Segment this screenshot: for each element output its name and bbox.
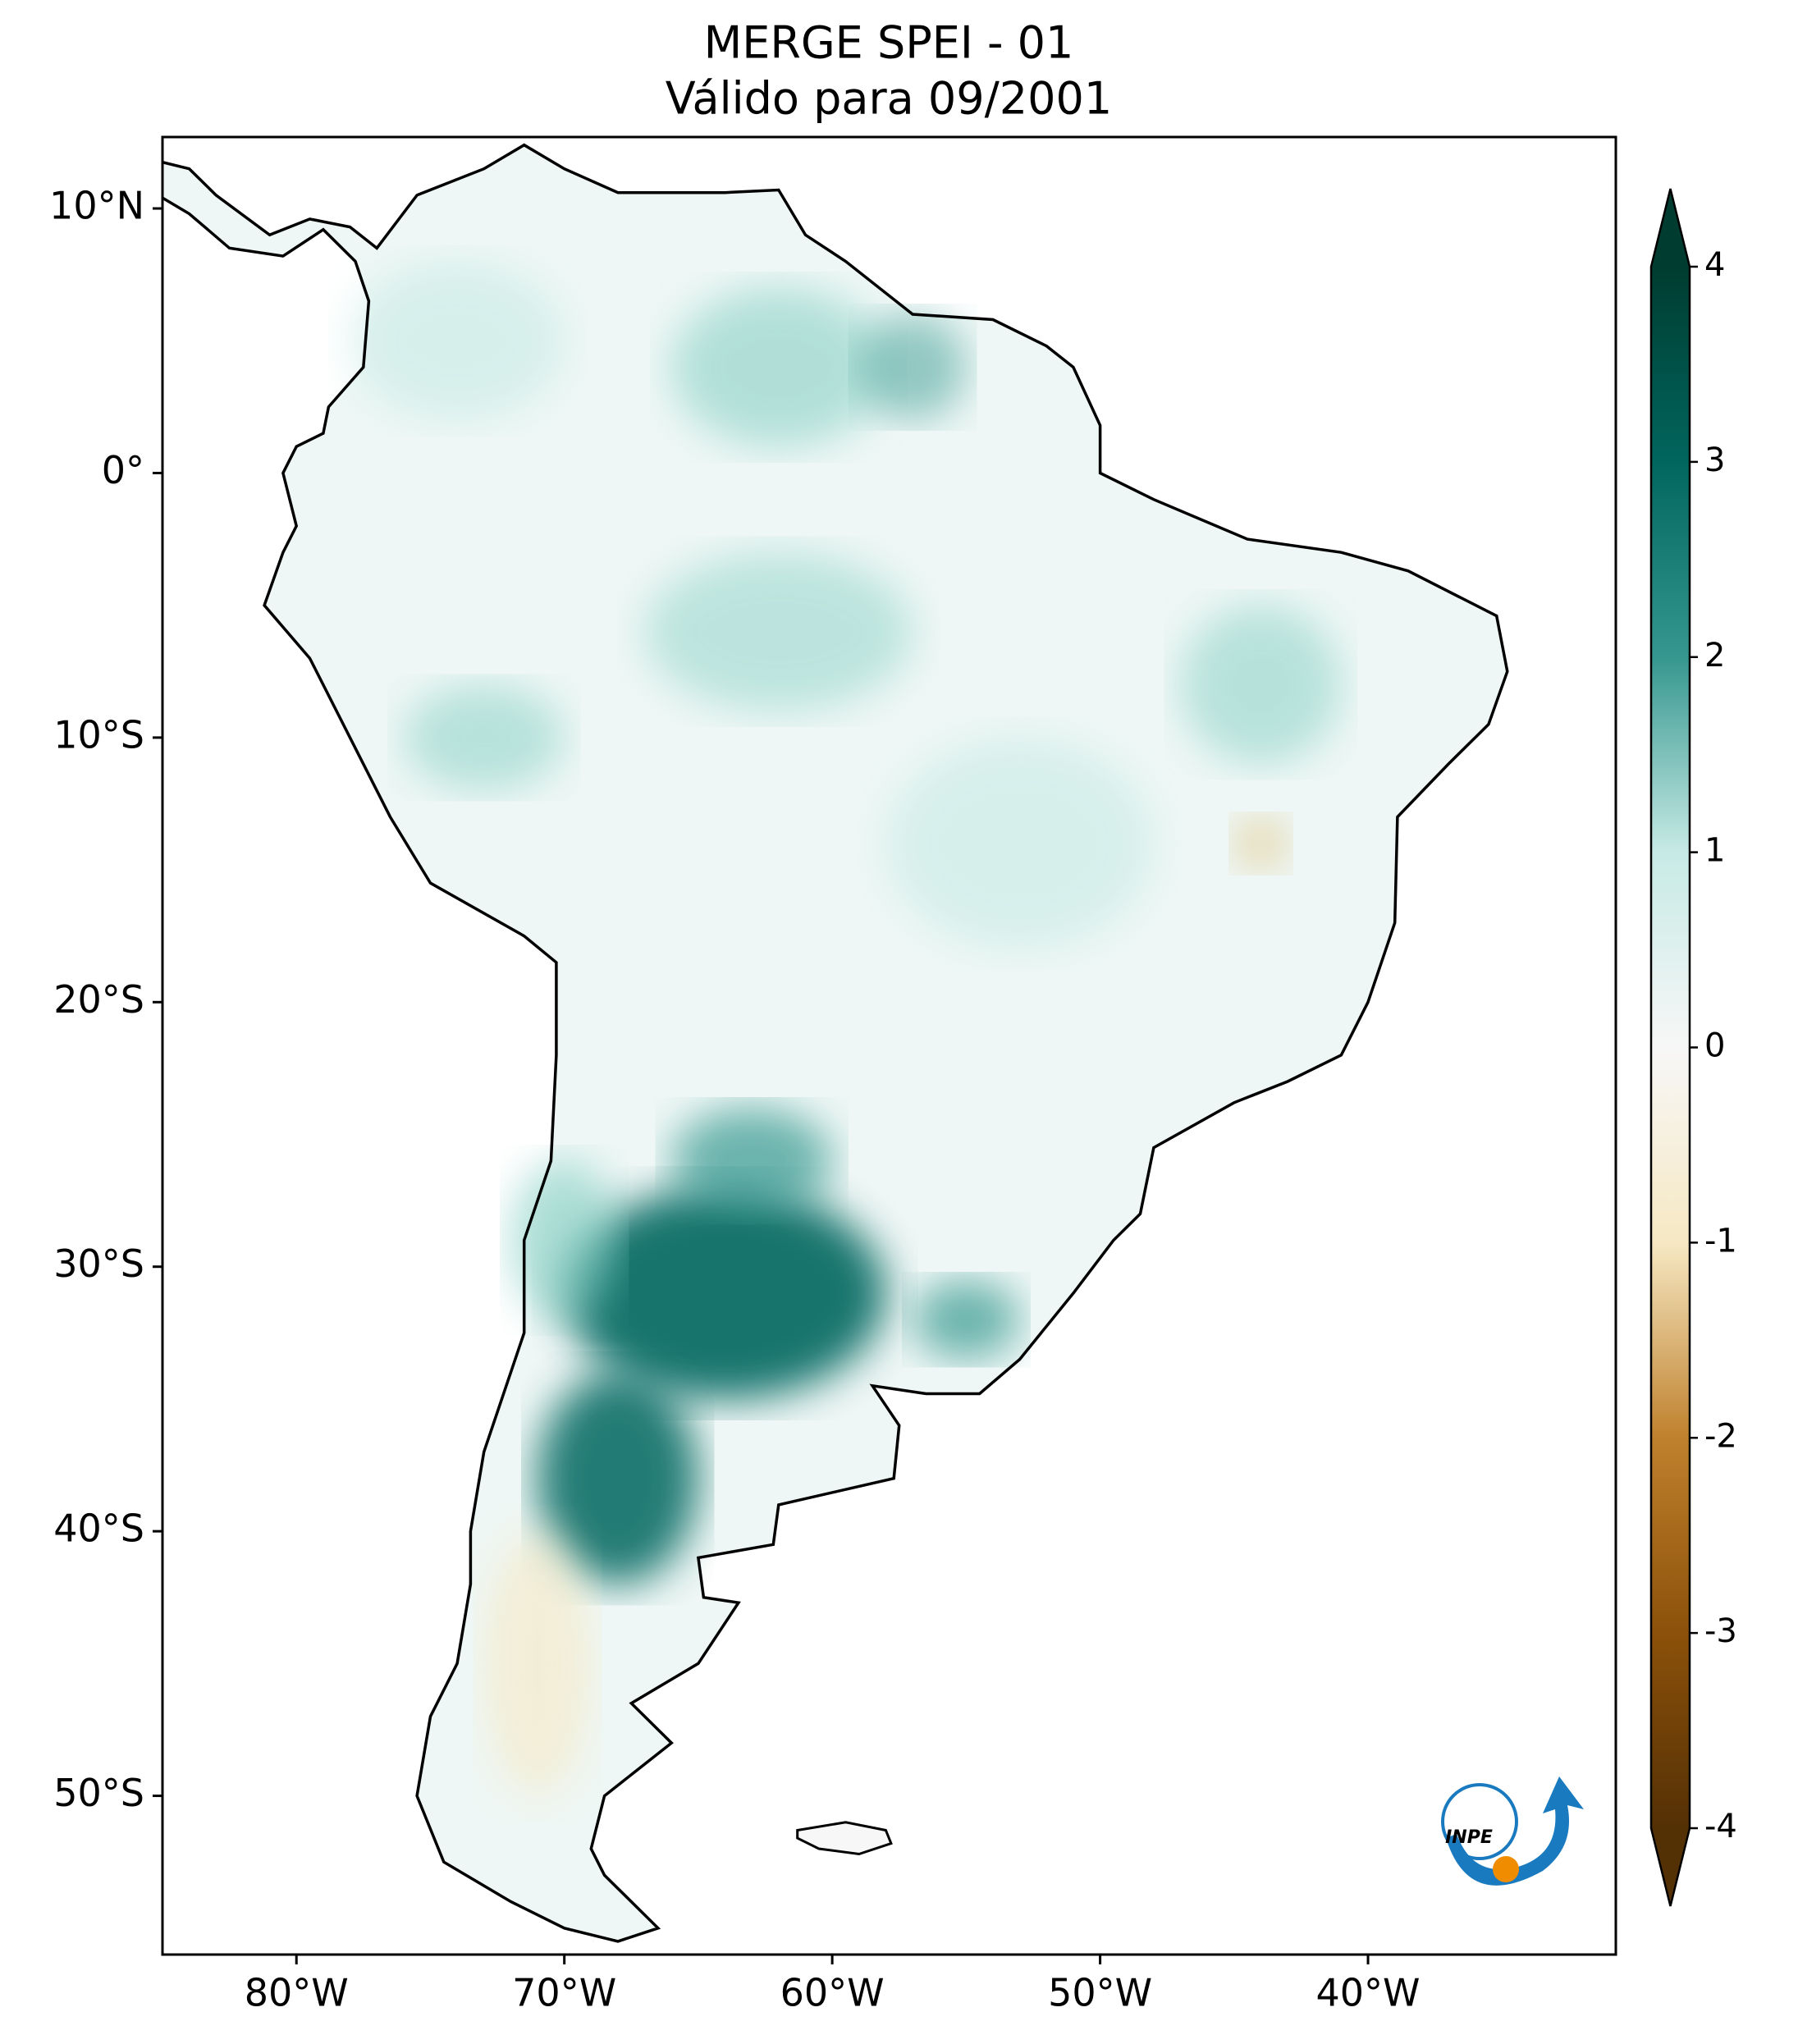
- map-area: [162, 143, 1509, 1943]
- anomaly-shade: [538, 1372, 698, 1584]
- y-tick-label: 10°N: [49, 184, 144, 228]
- continent: [162, 144, 1507, 1941]
- anomaly-shade: [858, 314, 967, 420]
- anomaly-shade: [671, 287, 886, 447]
- colorbar-extend-min: [1651, 1828, 1690, 1906]
- colorbar-extend-max: [1651, 189, 1690, 267]
- anomaly-shade: [1233, 816, 1288, 871]
- y-tick-label: 20°S: [53, 977, 144, 1022]
- x-tick-label: 80°W: [245, 1971, 349, 2015]
- colorbar-tick-label: 2: [1704, 637, 1725, 674]
- colorbar-tick-label: 3: [1704, 441, 1725, 479]
- x-tick-label: 60°W: [780, 1971, 885, 2015]
- anomaly-shade: [671, 1108, 833, 1214]
- anomaly-shade: [1180, 605, 1342, 765]
- logo-dot: [1493, 1856, 1519, 1882]
- anomaly-shade: [350, 261, 565, 420]
- logo-swoosh: [1446, 1776, 1584, 1886]
- y-tick-label: 10°S: [53, 712, 144, 757]
- colorbar-tick-label: -1: [1704, 1222, 1737, 1260]
- y-tick-label: 40°S: [53, 1507, 144, 1551]
- colorbar-tick-label: 1: [1704, 832, 1725, 870]
- anomaly-shade: [403, 684, 565, 791]
- colorbar-tick-label: -4: [1704, 1808, 1737, 1845]
- map-subtitle: Válido para 09/2001: [666, 73, 1112, 125]
- y-tick-label: 30°S: [53, 1241, 144, 1286]
- colorbar-tick-label: 4: [1704, 246, 1725, 284]
- anomaly-shade: [913, 1279, 1020, 1360]
- anomaly-shade: [885, 737, 1154, 949]
- colorbar-body: [1651, 267, 1690, 1828]
- x-tick-label: 40°W: [1316, 1971, 1421, 2015]
- anomaly-shade: [644, 552, 913, 711]
- map-title: MERGE SPEI - 01: [704, 17, 1074, 69]
- colorbar-tick-label: 0: [1704, 1027, 1725, 1065]
- y-tick-label: 0°: [102, 448, 144, 492]
- y-tick-label: 50°S: [53, 1771, 144, 1815]
- x-tick-label: 70°W: [512, 1971, 616, 2015]
- logo-text: INPE: [1445, 1827, 1493, 1848]
- anomaly-shade: [483, 1531, 592, 1796]
- falklands: [796, 1821, 893, 1856]
- map-frame: [161, 135, 1617, 1956]
- anomaly-shade: [510, 1160, 618, 1320]
- x-tick-label: 50°W: [1048, 1971, 1152, 2015]
- anomaly-shade: [564, 1187, 886, 1399]
- coastline: [162, 143, 1509, 1943]
- colorbar-tick-label: -3: [1704, 1612, 1737, 1650]
- logo-ring: [1441, 1783, 1518, 1860]
- colorbar: 4 3 2 1 0 -1 -2 -3 -4: [1649, 188, 1737, 1907]
- logo: INPE: [1441, 1776, 1584, 1886]
- colorbar-tick-label: -2: [1704, 1417, 1737, 1455]
